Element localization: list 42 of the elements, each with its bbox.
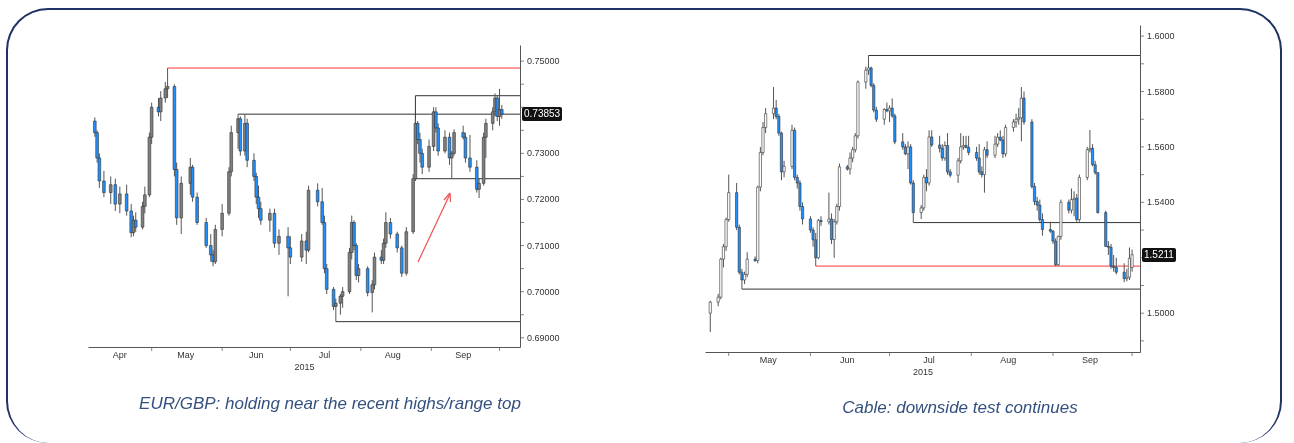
x-tick-label: Sep: [1081, 355, 1098, 365]
candlestick: [286, 226, 290, 297]
y-tick-label: 1.5600: [1147, 141, 1175, 152]
y-tick-label: 1.5000: [1147, 308, 1175, 319]
x-tick-label: May: [177, 350, 195, 360]
y-tick-label: 0.72000: [527, 194, 560, 205]
candlestick: [134, 211, 138, 233]
text: EUR/GBP: holding near the recent highs/range top: [138, 394, 522, 414]
candlestick: [109, 175, 113, 205]
x-tick-label: Sep: [455, 350, 472, 360]
x-tick-label: Jun: [248, 350, 264, 360]
x-tick-label: May: [759, 355, 778, 365]
y-tick-label: 0.73000: [527, 148, 560, 159]
candlestick: [708, 300, 712, 333]
text: 0.73853: [522, 107, 563, 122]
x-tick-label: Jul: [923, 355, 935, 365]
y-tick-label: 0.75000: [527, 56, 560, 67]
text: 1.5211: [1142, 247, 1176, 262]
x-tick-label: Aug: [384, 350, 401, 360]
y-tick-label: 0.69000: [527, 332, 560, 343]
y-tick-label: 1.5800: [1147, 86, 1175, 97]
y-tick-label: 0.70000: [527, 286, 560, 297]
y-tick-label: 1.6000: [1147, 31, 1175, 42]
candlestick: [388, 217, 393, 240]
x-axis-title: 2015: [912, 366, 934, 377]
candlestick: [300, 233, 304, 263]
y-tick-label: 0.71000: [527, 240, 560, 251]
candlestick: [159, 90, 163, 122]
candlestick: [1109, 243, 1113, 270]
x-axis-title: 2015: [294, 361, 315, 372]
candlestick: [993, 135, 997, 159]
x-tick-label: Jun: [840, 355, 855, 365]
candlestick: [165, 67, 170, 99]
x-tick-label: Apr: [112, 350, 127, 360]
candlestick: [220, 203, 224, 237]
x-tick-label: Jul: [318, 350, 331, 360]
y-tick-label: 1.5400: [1147, 197, 1175, 208]
text: Cable: downside test continues: [841, 398, 1079, 418]
candlestick: [967, 135, 971, 156]
candlestick: [366, 265, 370, 297]
candlestick: [452, 128, 456, 157]
x-tick-label: Aug: [1000, 355, 1017, 365]
